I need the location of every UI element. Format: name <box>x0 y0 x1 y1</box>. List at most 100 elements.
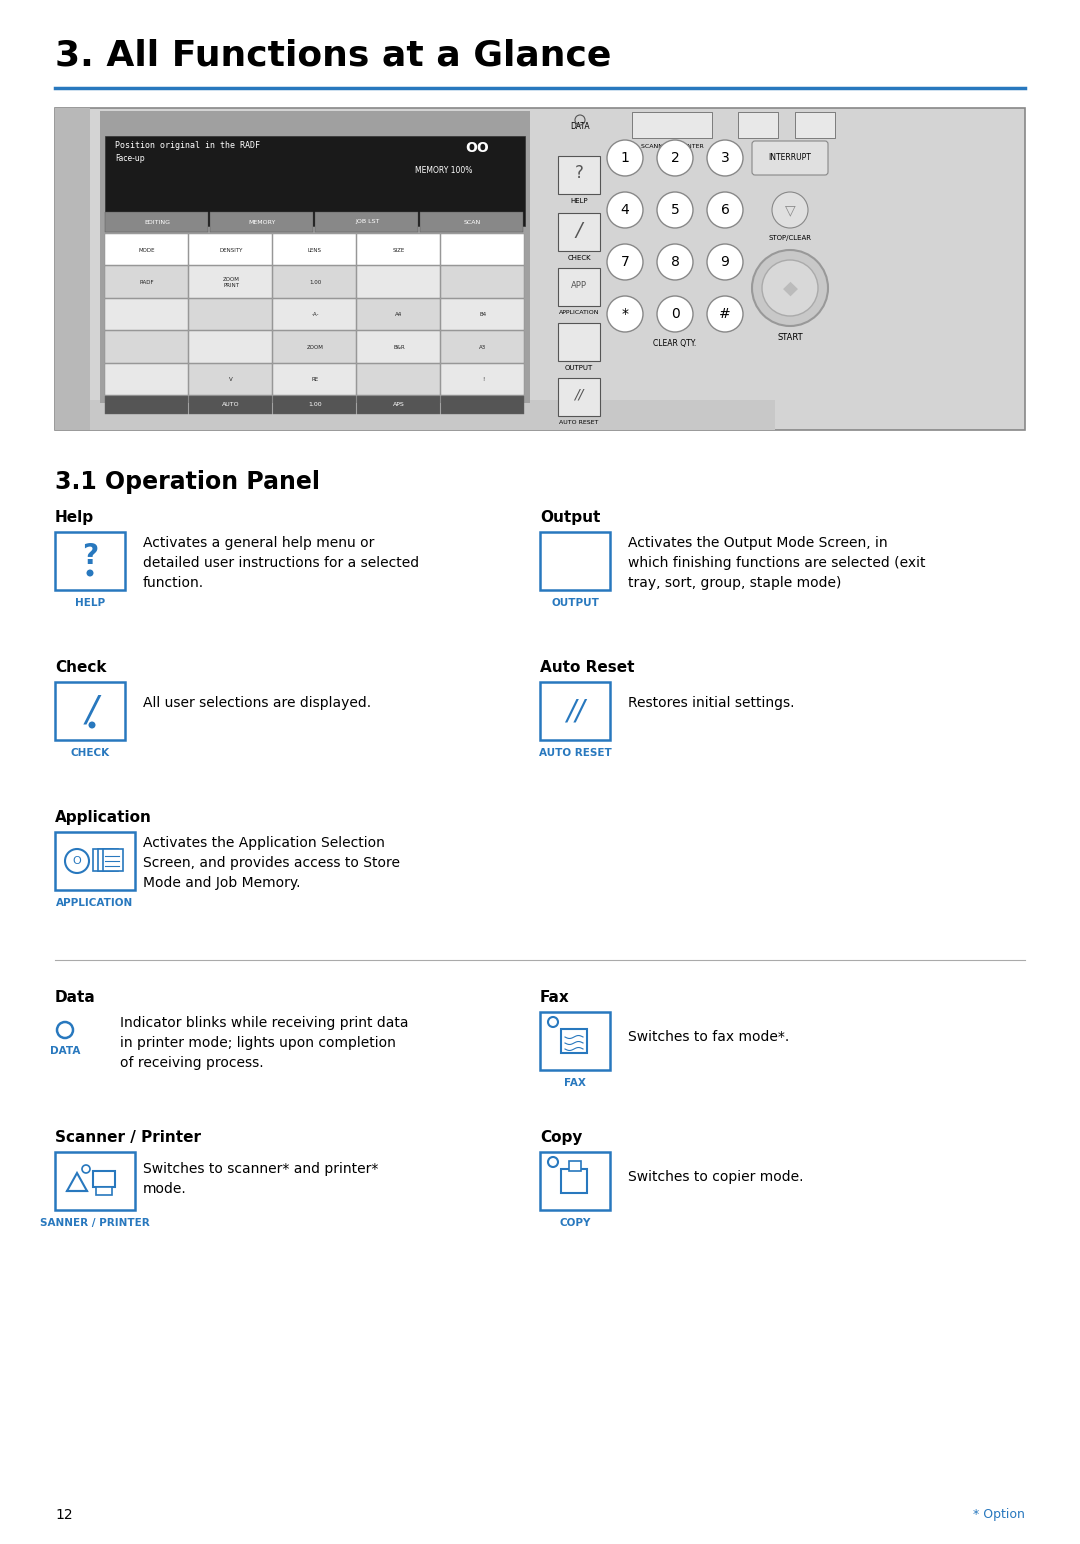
Circle shape <box>657 141 693 176</box>
Bar <box>315 212 418 232</box>
Circle shape <box>707 141 743 176</box>
Circle shape <box>89 721 95 729</box>
Text: MODE: MODE <box>138 247 156 253</box>
Text: AUTO RESET: AUTO RESET <box>539 747 611 758</box>
Circle shape <box>86 570 94 576</box>
Text: LENS: LENS <box>308 247 322 253</box>
Bar <box>357 300 440 330</box>
Bar <box>105 267 188 298</box>
Text: ▽: ▽ <box>785 202 795 218</box>
Bar <box>105 212 208 232</box>
Text: Restores initial settings.: Restores initial settings. <box>627 696 795 710</box>
Bar <box>189 395 272 414</box>
Text: Position original in the RADF: Position original in the RADF <box>114 141 260 150</box>
Bar <box>441 235 524 266</box>
Bar <box>273 300 356 330</box>
Text: ZOOM: ZOOM <box>307 344 323 350</box>
Text: 1.00: 1.00 <box>309 279 321 286</box>
Bar <box>273 332 356 363</box>
Bar <box>55 533 125 590</box>
Bar <box>441 363 524 395</box>
Circle shape <box>657 191 693 229</box>
Text: 9: 9 <box>720 255 729 269</box>
Bar <box>558 213 600 252</box>
Text: 1: 1 <box>621 151 630 165</box>
Bar <box>558 323 600 361</box>
Bar <box>105 332 188 363</box>
Bar <box>55 108 1025 429</box>
Text: Help: Help <box>55 510 94 525</box>
Circle shape <box>707 296 743 332</box>
Text: Fax: Fax <box>540 990 570 1005</box>
Bar <box>98 849 118 871</box>
Bar <box>420 212 523 232</box>
Text: INTERRUPT: INTERRUPT <box>769 153 811 162</box>
Text: A3: A3 <box>480 344 487 350</box>
Text: #: # <box>719 307 731 321</box>
Bar <box>632 113 712 137</box>
Bar <box>189 235 272 266</box>
Circle shape <box>772 191 808 229</box>
Circle shape <box>707 191 743 229</box>
Text: DENSITY: DENSITY <box>219 247 243 253</box>
Text: FAX: FAX <box>752 144 765 150</box>
Circle shape <box>762 259 818 317</box>
Text: CHECK: CHECK <box>567 255 591 261</box>
Text: A4: A4 <box>395 312 403 318</box>
Bar <box>558 378 600 415</box>
Bar <box>540 1152 610 1210</box>
Bar <box>738 113 778 137</box>
Bar <box>55 682 125 740</box>
Bar <box>210 212 313 232</box>
Bar <box>357 332 440 363</box>
Bar <box>55 108 90 429</box>
Text: 12: 12 <box>55 1508 72 1522</box>
Text: Indicator blinks while receiving print data
in printer mode; lights upon complet: Indicator blinks while receiving print d… <box>120 1016 408 1070</box>
Text: 4: 4 <box>621 202 630 218</box>
Bar <box>93 849 113 871</box>
Bar <box>105 300 188 330</box>
Text: ◆: ◆ <box>783 278 797 298</box>
Bar <box>441 300 524 330</box>
Bar <box>441 332 524 363</box>
Text: SANNER / PRINTER: SANNER / PRINTER <box>40 1218 150 1227</box>
Text: MEMORY: MEMORY <box>248 219 276 224</box>
Text: ?: ? <box>575 164 583 182</box>
Text: HELP: HELP <box>75 598 105 608</box>
Text: 3: 3 <box>720 151 729 165</box>
Text: B4: B4 <box>480 312 487 318</box>
FancyBboxPatch shape <box>752 141 828 174</box>
Bar <box>273 395 356 414</box>
Bar <box>540 533 610 590</box>
Text: OUTPUT: OUTPUT <box>551 598 599 608</box>
Text: RADF: RADF <box>139 279 154 286</box>
Text: APPLICATION: APPLICATION <box>56 899 134 908</box>
Text: O: O <box>72 855 81 866</box>
Text: START: START <box>778 334 802 343</box>
Text: Auto Reset: Auto Reset <box>540 659 635 675</box>
Text: CLEAR QTY.: CLEAR QTY. <box>653 340 697 347</box>
Bar <box>273 235 356 266</box>
Text: SIZE: SIZE <box>393 247 405 253</box>
Text: MEMORY 100%: MEMORY 100% <box>415 167 472 174</box>
Bar <box>357 235 440 266</box>
Text: OO: OO <box>465 141 489 154</box>
Bar <box>441 267 524 298</box>
Text: Activates a general help menu or
detailed user instructions for a selected
funct: Activates a general help menu or detaile… <box>143 536 419 590</box>
Text: 3.1 Operation Panel: 3.1 Operation Panel <box>55 469 320 494</box>
Bar <box>105 136 525 225</box>
Circle shape <box>707 244 743 279</box>
Text: EDITING: EDITING <box>145 219 171 224</box>
Text: 5: 5 <box>671 202 679 218</box>
Text: APPLICATION: APPLICATION <box>558 310 599 315</box>
Text: /: / <box>576 221 582 239</box>
Bar <box>55 832 135 889</box>
Text: * Option: * Option <box>973 1508 1025 1521</box>
Text: SCANNER / PRINTER: SCANNER / PRINTER <box>640 144 703 148</box>
Circle shape <box>657 296 693 332</box>
Text: CHECK: CHECK <box>70 747 109 758</box>
Text: B&R: B&R <box>393 344 405 350</box>
Bar <box>100 111 530 403</box>
Bar <box>90 400 775 429</box>
Text: Activates the Application Selection
Screen, and provides access to Store
Mode an: Activates the Application Selection Scre… <box>143 835 400 889</box>
